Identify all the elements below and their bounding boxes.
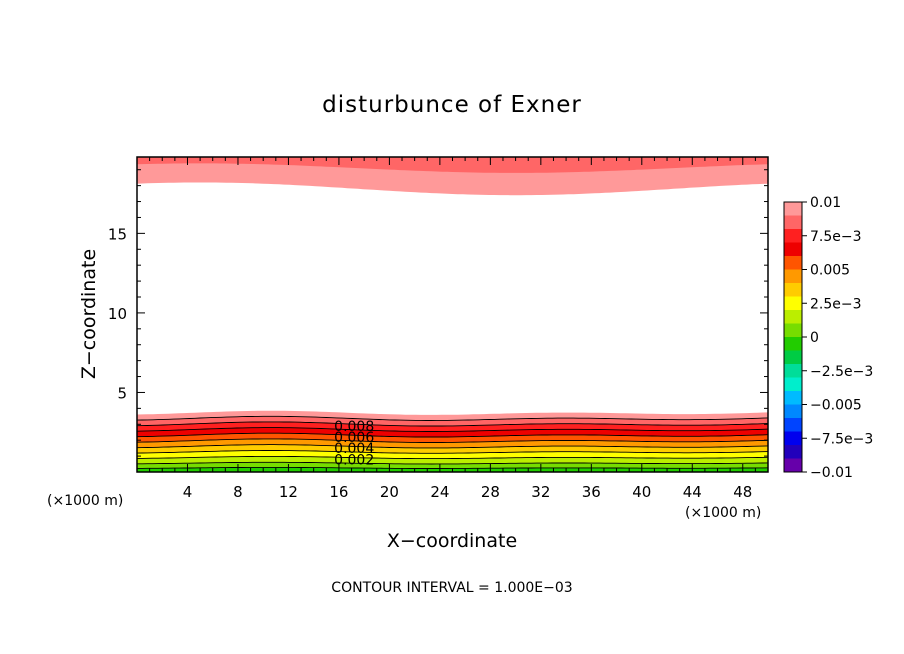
x-tick-label: 24 bbox=[430, 483, 449, 501]
colorbar-tick-label: −0.01 bbox=[810, 465, 853, 481]
y-tick-label: 10 bbox=[108, 305, 127, 323]
contour-line-1 bbox=[136, 415, 769, 421]
x-tick-label: 4 bbox=[183, 483, 193, 501]
colorbar-swatch bbox=[784, 296, 802, 311]
x-tick-label: 44 bbox=[683, 483, 702, 501]
x-tick-label: 28 bbox=[481, 483, 500, 501]
contour-line-5 bbox=[136, 438, 769, 443]
colorbar-swatch bbox=[784, 269, 802, 284]
contour-band-12 bbox=[137, 157, 768, 173]
colorbar-swatch bbox=[784, 283, 802, 297]
colorbar-swatch bbox=[784, 215, 802, 230]
contour-label-1: 0.006 bbox=[334, 430, 374, 446]
x-tick-label: 48 bbox=[733, 483, 752, 501]
colorbar-swatch bbox=[784, 418, 802, 432]
x-unit-label-right: (×1000 m) bbox=[685, 505, 761, 521]
contour-line-4 bbox=[136, 432, 769, 438]
colorbar-swatch bbox=[784, 242, 802, 257]
colorbar-swatch bbox=[784, 350, 802, 365]
x-axis-label: X−coordinate bbox=[387, 530, 517, 552]
colorbar-swatch bbox=[784, 458, 802, 473]
x-unit-label-left: (×1000 m) bbox=[47, 493, 123, 509]
colorbar-swatch bbox=[784, 229, 802, 243]
contour-line-7 bbox=[136, 450, 769, 454]
colorbar-tick-label: 7.5e−3 bbox=[810, 229, 862, 245]
x-axis-ticks: 4 8 12 16 20 24 28 32 36 40 44 48 bbox=[149, 157, 756, 501]
contour-line-2 bbox=[136, 421, 769, 427]
x-tick-label: 40 bbox=[632, 483, 651, 501]
contour-label-3: 0.002 bbox=[334, 452, 374, 468]
colorbar: 0.01 7.5e−3 0.005 2.5e−3 0 −2.5e−3 −0.005 −7.5e… bbox=[783, 195, 873, 481]
contour-interval-note: CONTOUR INTERVAL = 1.000E−03 bbox=[331, 580, 572, 596]
colorbar-swatch bbox=[784, 337, 802, 351]
colorbar-tick-label: −2.5e−3 bbox=[810, 364, 873, 380]
y-axis-label: Z−coordinate bbox=[78, 249, 100, 379]
contour-line-6 bbox=[136, 444, 769, 449]
colorbar-tick-label: 2.5e−3 bbox=[810, 296, 862, 312]
contour-label-2: 0.004 bbox=[334, 441, 374, 457]
colorbar-swatch bbox=[784, 323, 802, 338]
contour-label-0: 0.008 bbox=[334, 419, 374, 435]
colorbar-tick-label: 0.01 bbox=[810, 195, 841, 211]
x-tick-label: 12 bbox=[279, 483, 298, 501]
x-tick-label: 8 bbox=[233, 483, 243, 501]
x-tick-label: 20 bbox=[380, 483, 399, 501]
colorbar-tick-label: 0.005 bbox=[810, 263, 850, 279]
colorbar-swatch bbox=[784, 445, 802, 459]
colorbar-swatch bbox=[784, 431, 802, 446]
x-tick-label: 16 bbox=[329, 483, 348, 501]
colorbar-swatch bbox=[784, 377, 802, 392]
colorbar-swatch bbox=[784, 364, 802, 378]
contour-line-9 bbox=[137, 461, 769, 465]
contour-line-3 bbox=[136, 427, 769, 432]
colorbar-swatch bbox=[784, 202, 802, 216]
chart-title: disturbunce of Exner bbox=[322, 92, 582, 118]
colorbar-swatch bbox=[784, 256, 802, 270]
colorbar-swatch bbox=[784, 404, 802, 419]
colorbar-swatch bbox=[784, 391, 802, 405]
y-axis-ticks: 5 10 15 bbox=[108, 169, 768, 457]
colorbar-swatch bbox=[784, 310, 802, 324]
colorbar-tick-label: 0 bbox=[810, 330, 819, 346]
y-tick-label: 15 bbox=[108, 225, 127, 243]
colorbar-tick-label: −7.5e−3 bbox=[810, 431, 873, 447]
x-tick-label: 32 bbox=[531, 483, 550, 501]
x-tick-label: 36 bbox=[582, 483, 601, 501]
contour-line-8 bbox=[137, 455, 769, 460]
colorbar-tick-label: −0.005 bbox=[810, 398, 862, 414]
y-tick-label: 5 bbox=[117, 384, 127, 402]
